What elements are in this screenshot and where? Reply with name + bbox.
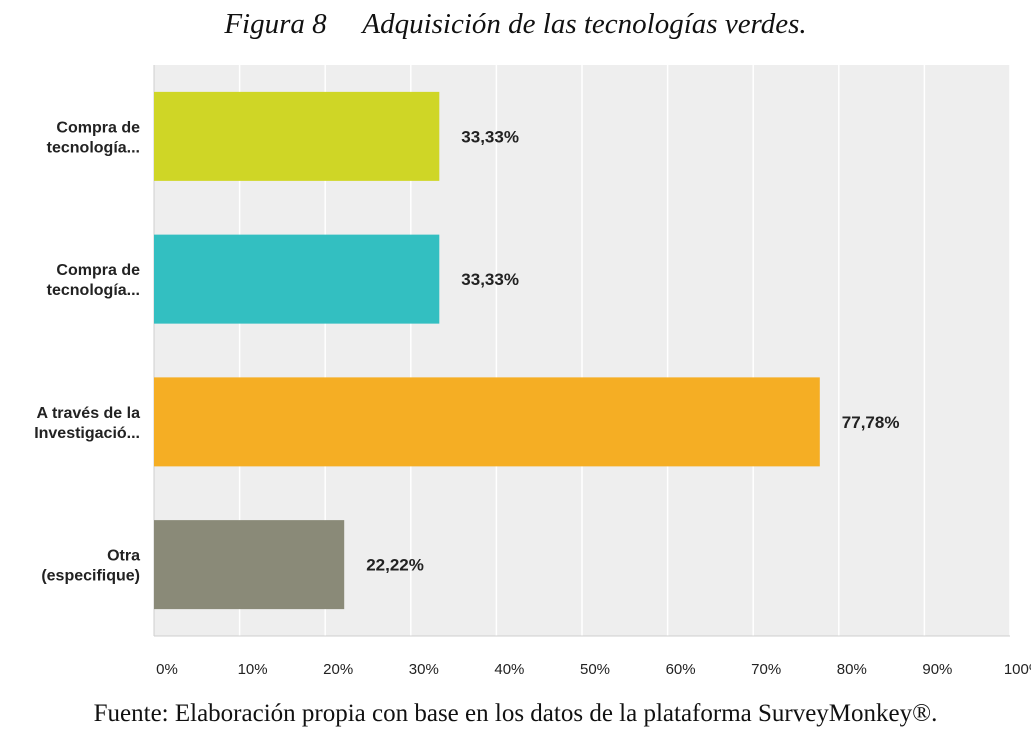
x-tick-label: 30% [409,661,439,678]
bar-chart: 33,33% 33,33% 77,78% 22,22% Compra de tecnol… [34,65,1031,678]
value-labels: 33,33% 33,33% 77,78% 22,22% [366,127,899,574]
category-label-line: tecnología... [47,139,140,156]
value-label: 33,33% [461,127,519,146]
category-label: A través de la Investigació... [34,405,140,442]
x-tick-label: 0% [156,661,178,678]
category-label-line: A través de la [37,405,141,422]
category-label: Otra (especifique) [41,548,140,585]
category-label-line: Compra de [56,262,140,279]
category-label-line: Investigació... [34,425,140,442]
x-tick-label: 20% [323,661,353,678]
bar [154,91,440,181]
figure-number: Figura 8 [224,8,327,40]
category-label-line: tecnología... [47,282,140,299]
value-label: 33,33% [461,270,519,289]
category-label: Compra de tecnología... [47,119,140,156]
x-tick-labels: 0% 10% 20% 30% 40% 50% 60% 70% 80% 90% 100% [156,661,1031,678]
bar [154,520,345,610]
figure-title: Figura 8 Adquisición de las tecnologías … [0,8,1031,41]
category-label-line: Compra de [56,119,140,136]
x-tick-label: 90% [922,661,952,678]
x-tick-label: 80% [837,661,867,678]
source-note: Fuente: Elaboración propia con base en l… [93,700,938,727]
category-label-line: (especifique) [41,568,140,585]
bar [154,377,820,467]
x-tick-label: 70% [751,661,781,678]
value-label: 77,78% [842,413,900,432]
category-label: Compra de tecnología... [47,262,140,299]
x-tick-label: 40% [494,661,524,678]
category-label-line: Otra [107,548,140,565]
x-tick-label: 100% [1004,661,1031,678]
x-tick-label: 50% [580,661,610,678]
bar [154,234,440,324]
value-label: 22,22% [366,556,424,575]
bars [154,91,820,610]
x-tick-label: 60% [666,661,696,678]
category-labels: Compra de tecnología... Compra de tecnologí… [34,119,140,584]
x-tick-label: 10% [238,661,268,678]
figure-caption: Adquisición de las tecnologías verdes. [362,8,807,40]
